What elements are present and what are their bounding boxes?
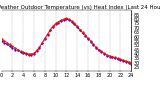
Title: Milwaukee Weather Outdoor Temperature (vs) Heat Index (Last 24 Hours): Milwaukee Weather Outdoor Temperature (v…	[0, 5, 160, 10]
